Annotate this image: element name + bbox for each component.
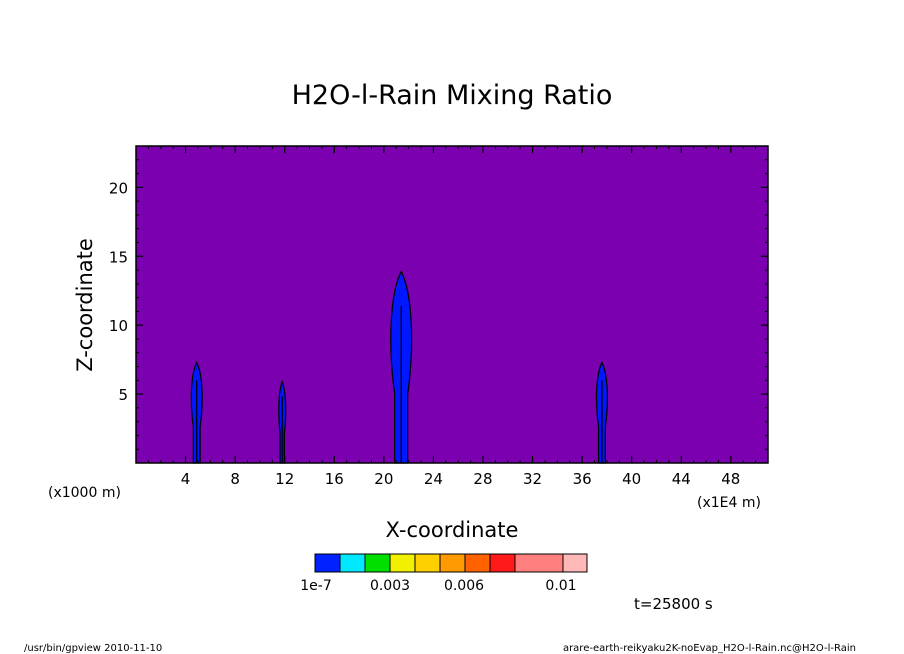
y-tick-label: 5 — [118, 386, 128, 404]
x-tick-label: 8 — [230, 470, 240, 488]
x-tick-label: 40 — [622, 470, 641, 488]
colorbar-swatch — [314, 553, 341, 573]
colorbar-swatch — [464, 553, 491, 573]
x-tick-label: 48 — [721, 470, 740, 488]
colorbar-labels: 1e-7 0.003 0.006 0.01 — [300, 578, 576, 594]
colorbar-swatch — [514, 553, 564, 573]
colorbar-swatch — [414, 553, 441, 573]
x-axis-ticks: 4 8 12 16 20 24 28 32 36 40 44 48 — [147, 146, 757, 488]
rain-cell-4 — [595, 361, 608, 464]
colorbar-tick-label: 0.003 — [370, 578, 410, 594]
colorbar-tick-label: 0.006 — [444, 578, 484, 594]
x-axis-label: X-coordinate — [386, 518, 519, 542]
y-tick-label: 10 — [109, 317, 128, 335]
y-tick-label: 15 — [109, 248, 128, 266]
y-axis-label: Z-coordinate — [73, 238, 97, 372]
colorbar-swatch — [389, 553, 416, 573]
plot-background — [136, 146, 768, 463]
x-tick-label: 32 — [523, 470, 542, 488]
colorbar-tick-label: 0.01 — [545, 578, 576, 594]
y-tick-label: 20 — [109, 179, 128, 197]
y-scale-note: (x1000 m) — [48, 485, 121, 501]
rain-cells — [190, 270, 608, 464]
colorbar-swatch — [439, 553, 466, 573]
x-scale-note: (x1E4 m) — [697, 495, 761, 511]
rain-cell-3 — [390, 270, 413, 464]
x-tick-label: 44 — [672, 470, 691, 488]
chart-title: H2O-l-Rain Mixing Ratio — [292, 80, 613, 111]
y-axis-ticks: 5 10 15 20 — [109, 159, 768, 450]
colorbar — [314, 553, 588, 573]
x-tick-label: 16 — [325, 470, 344, 488]
x-tick-label: 24 — [424, 470, 443, 488]
colorbar-tick-label: 1e-7 — [300, 578, 331, 594]
footer-left: /usr/bin/gpview 2010-11-10 — [24, 643, 162, 654]
colorbar-swatch — [489, 553, 516, 573]
rain-cell-2 — [278, 380, 287, 464]
footer-right: arare-earth-reikyaku2K-noEvap_H2O-l-Rain… — [563, 643, 856, 654]
x-tick-label: 36 — [573, 470, 592, 488]
x-tick-label: 4 — [181, 470, 191, 488]
x-tick-label: 20 — [374, 470, 393, 488]
colorbar-swatch — [339, 553, 366, 573]
rain-cell-1 — [190, 361, 203, 464]
x-tick-label: 12 — [275, 470, 294, 488]
x-tick-label: 28 — [473, 470, 492, 488]
colorbar-swatch — [364, 553, 391, 573]
colorbar-swatch — [562, 553, 588, 573]
time-label: t=25800 s — [634, 595, 713, 613]
plot-frame — [135, 145, 769, 464]
